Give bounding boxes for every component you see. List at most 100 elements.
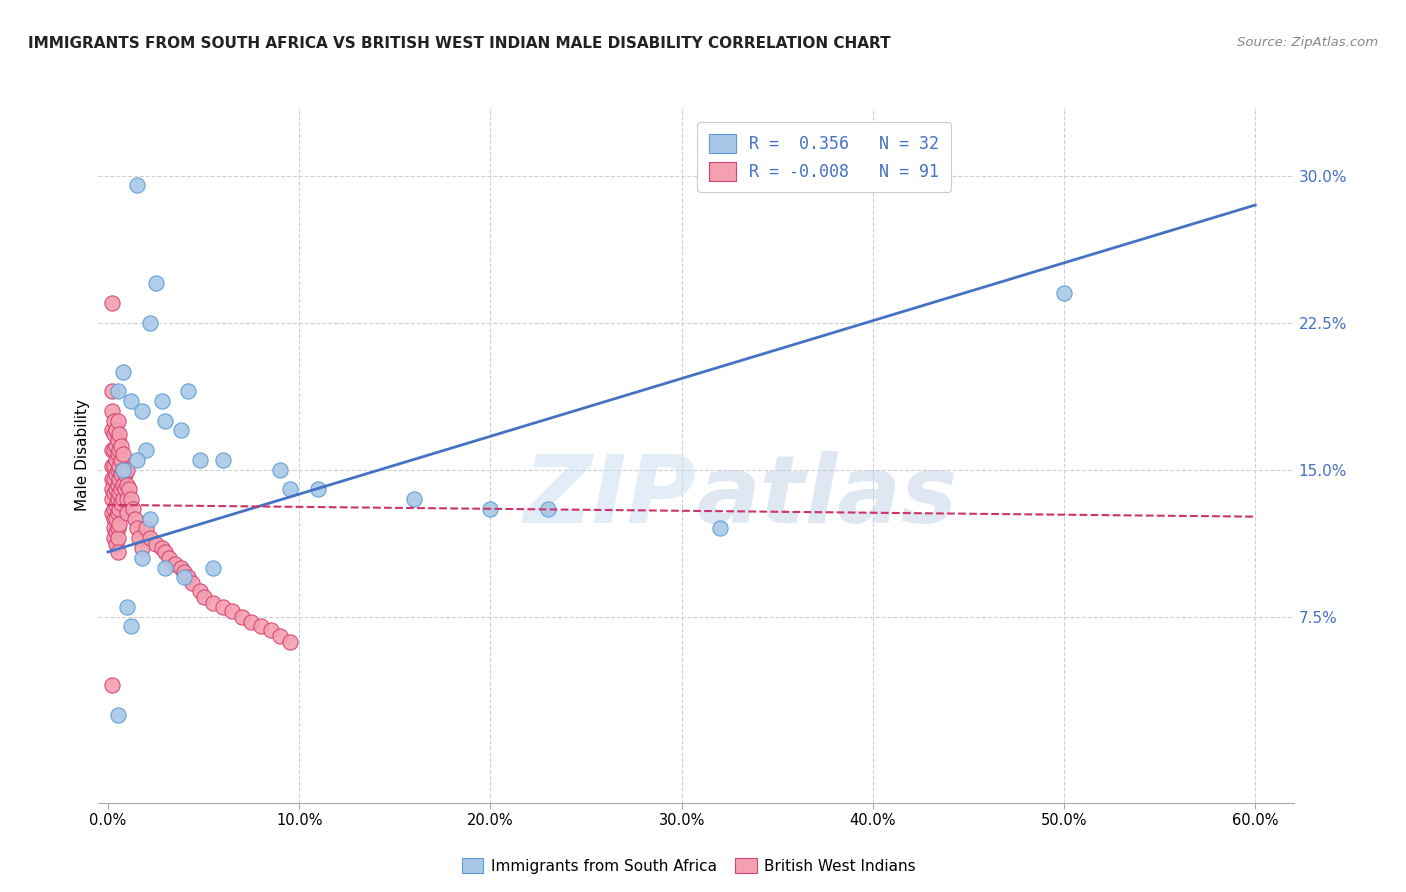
Point — [107, 414, 129, 428]
Point — [128, 531, 150, 545]
Point — [479, 501, 502, 516]
Point — [104, 424, 127, 438]
Point — [107, 506, 129, 520]
Point — [114, 467, 136, 481]
Point — [115, 506, 138, 520]
Point — [169, 560, 191, 574]
Point — [112, 365, 135, 379]
Point — [118, 482, 141, 496]
Point — [173, 570, 195, 584]
Legend: Immigrants from South Africa, British West Indians: Immigrants from South Africa, British We… — [456, 852, 922, 880]
Point — [131, 550, 153, 565]
Point — [269, 462, 291, 476]
Point — [145, 277, 167, 291]
Point — [307, 482, 329, 496]
Point — [125, 452, 148, 467]
Point — [104, 511, 127, 525]
Point — [120, 619, 142, 633]
Point — [125, 521, 148, 535]
Text: IMMIGRANTS FROM SOUTH AFRICA VS BRITISH WEST INDIAN MALE DISABILITY CORRELATION : IMMIGRANTS FROM SOUTH AFRICA VS BRITISH … — [28, 36, 891, 51]
Point — [108, 458, 131, 473]
Text: ZIP: ZIP — [523, 450, 696, 542]
Point — [101, 458, 124, 473]
Point — [107, 462, 129, 476]
Point — [231, 609, 253, 624]
Point — [110, 496, 132, 510]
Point — [108, 517, 131, 532]
Legend: R =  0.356   N = 32, R = -0.008   N = 91: R = 0.356 N = 32, R = -0.008 N = 91 — [697, 122, 950, 193]
Point — [402, 491, 425, 506]
Point — [150, 394, 173, 409]
Point — [139, 511, 162, 525]
Point — [101, 482, 124, 496]
Point — [278, 635, 301, 649]
Point — [139, 316, 162, 330]
Point — [115, 462, 138, 476]
Text: atlas: atlas — [696, 450, 957, 542]
Point — [107, 707, 129, 722]
Point — [115, 491, 138, 506]
Point — [107, 545, 129, 559]
Point — [131, 541, 153, 555]
Point — [115, 599, 138, 614]
Point — [163, 557, 186, 571]
Point — [101, 472, 124, 486]
Point — [193, 590, 215, 604]
Point — [104, 537, 127, 551]
Point — [112, 462, 135, 476]
Point — [108, 486, 131, 500]
Point — [135, 443, 157, 458]
Point — [278, 482, 301, 496]
Point — [110, 452, 132, 467]
Point — [115, 478, 138, 492]
Point — [188, 584, 211, 599]
Point — [101, 506, 124, 520]
Point — [131, 404, 153, 418]
Point — [104, 525, 127, 540]
Point — [221, 604, 243, 618]
Point — [211, 452, 233, 467]
Point — [104, 452, 127, 467]
Point — [169, 424, 191, 438]
Point — [155, 560, 177, 574]
Point — [1053, 286, 1076, 301]
Point — [101, 424, 124, 438]
Point — [145, 537, 167, 551]
Point — [110, 482, 132, 496]
Point — [108, 427, 131, 442]
Point — [120, 491, 142, 506]
Point — [112, 478, 135, 492]
Point — [112, 491, 135, 506]
Point — [709, 521, 731, 535]
Point — [150, 541, 173, 555]
Point — [121, 501, 143, 516]
Point — [103, 427, 125, 442]
Point — [104, 467, 127, 481]
Point — [124, 511, 146, 525]
Point — [103, 521, 125, 535]
Point — [103, 511, 125, 525]
Point — [104, 439, 127, 453]
Point — [269, 629, 291, 643]
Point — [250, 619, 273, 633]
Point — [181, 576, 204, 591]
Point — [103, 472, 125, 486]
Point — [103, 531, 125, 545]
Point — [104, 482, 127, 496]
Point — [537, 501, 560, 516]
Point — [108, 443, 131, 458]
Point — [101, 443, 124, 458]
Point — [101, 678, 124, 692]
Point — [107, 478, 129, 492]
Point — [101, 491, 124, 506]
Point — [135, 521, 157, 535]
Point — [211, 599, 233, 614]
Point — [110, 439, 132, 453]
Point — [125, 178, 148, 193]
Point — [103, 501, 125, 516]
Point — [110, 467, 132, 481]
Point — [107, 447, 129, 461]
Point — [120, 394, 142, 409]
Point — [155, 414, 177, 428]
Y-axis label: Male Disability: Male Disability — [75, 399, 90, 511]
